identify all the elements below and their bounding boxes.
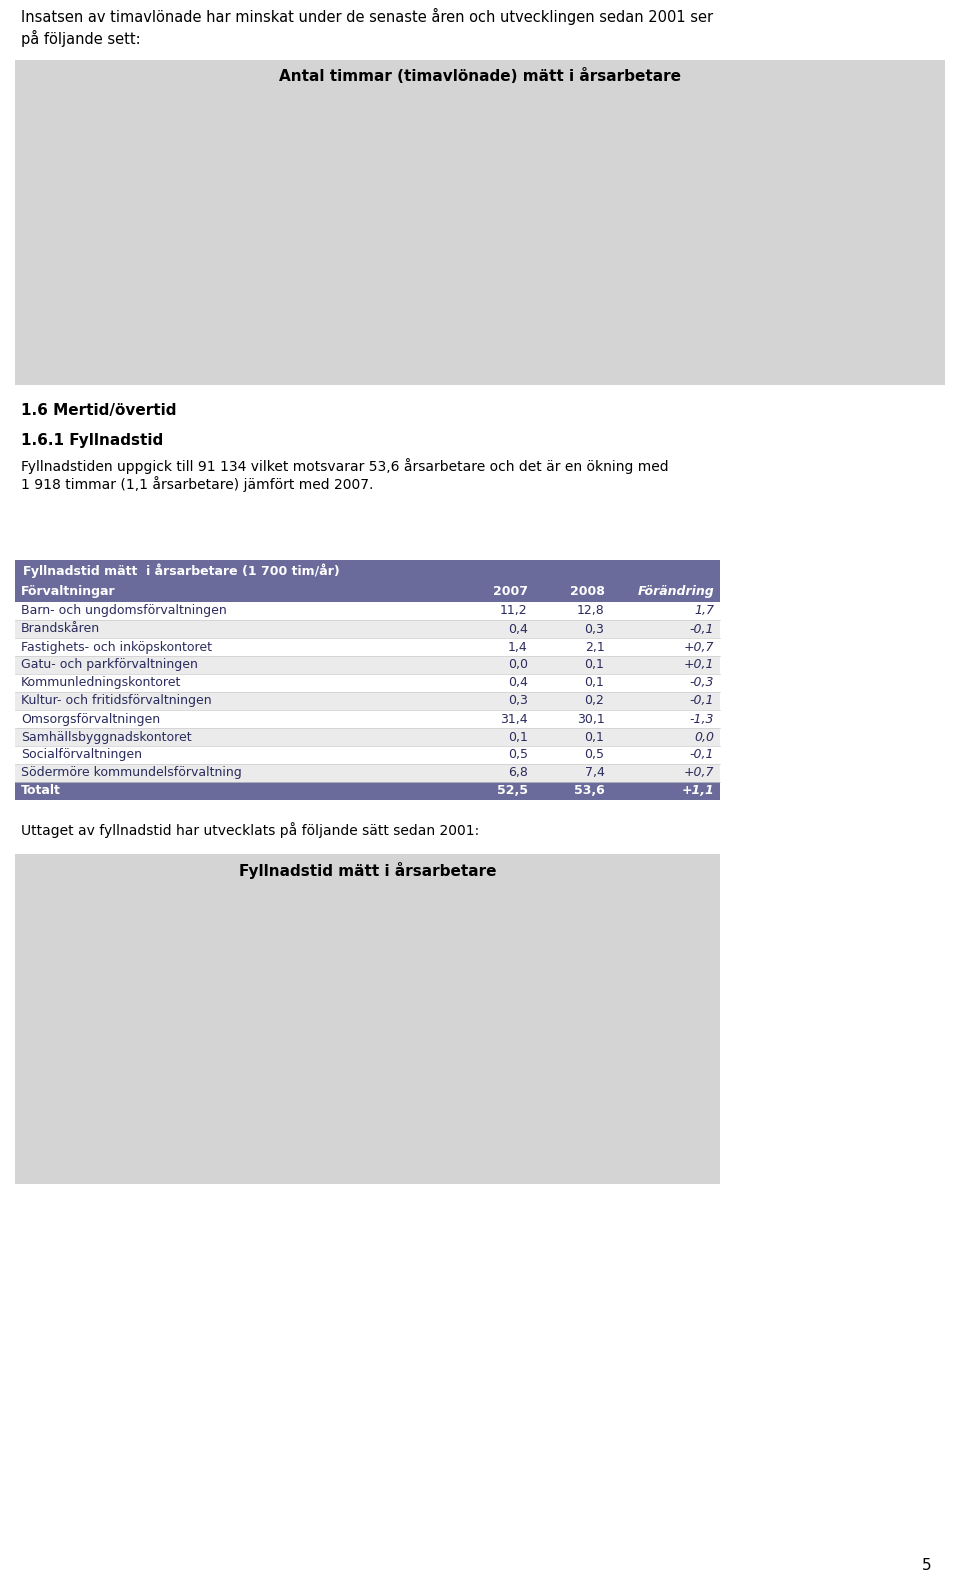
Text: +0,1: +0,1 <box>684 659 714 672</box>
Text: 52,5: 52,5 <box>576 970 602 982</box>
Text: 0,4: 0,4 <box>508 622 528 635</box>
Text: Brandskåren: Brandskåren <box>21 622 100 635</box>
Text: 416,6: 416,6 <box>644 132 678 145</box>
Text: 56,5: 56,5 <box>253 957 279 970</box>
Text: Fyllnadstiden uppgick till 91 134 vilket motsvarar 53,6 årsarbetare och det är e: Fyllnadstiden uppgick till 91 134 vilket… <box>21 458 669 474</box>
Text: 452,7: 452,7 <box>107 115 140 127</box>
Bar <box>645 981 694 1156</box>
Text: -1,3: -1,3 <box>689 713 714 726</box>
Text: 0,1: 0,1 <box>508 731 528 743</box>
Text: 1 918 timmar (1,1 årsarbetare) jämfört med 2007.: 1 918 timmar (1,1 årsarbetare) jämfört m… <box>21 476 373 492</box>
Bar <box>242 971 291 1156</box>
Text: 12,8: 12,8 <box>577 605 605 618</box>
Text: 1,7: 1,7 <box>694 605 714 618</box>
Text: 68,9: 68,9 <box>92 915 118 928</box>
Bar <box>323 971 372 1156</box>
Bar <box>306 159 371 355</box>
Text: Fyllnadstid mätt  i årsarbetare (1 700 tim/år): Fyllnadstid mätt i årsarbetare (1 700 ti… <box>23 564 340 578</box>
Bar <box>484 939 533 1156</box>
Text: Omsorgsförvaltningen: Omsorgsförvaltningen <box>21 713 160 726</box>
Text: 30,1: 30,1 <box>577 713 605 726</box>
Text: Förändring: Förändring <box>637 586 714 599</box>
Text: 6,8: 6,8 <box>508 766 528 780</box>
Text: Samhällsbyggnadskontoret: Samhällsbyggnadskontoret <box>21 731 191 743</box>
Text: 1,4: 1,4 <box>508 640 528 653</box>
Bar <box>629 146 693 355</box>
Text: 2008: 2008 <box>569 586 605 599</box>
Text: -0,1: -0,1 <box>689 694 714 707</box>
Text: -0,1: -0,1 <box>689 748 714 761</box>
Text: 52,5: 52,5 <box>496 785 528 798</box>
Text: 399,7: 399,7 <box>429 140 463 154</box>
Y-axis label: Årsarbetare: Årsarbetare <box>20 191 33 269</box>
Bar <box>403 938 452 1156</box>
Text: 0,1: 0,1 <box>585 731 605 743</box>
Text: 0,1: 0,1 <box>585 677 605 689</box>
Text: 1.6.1 Fyllnadstid: 1.6.1 Fyllnadstid <box>21 433 163 447</box>
Text: 415,9: 415,9 <box>537 132 570 145</box>
Bar <box>82 930 130 1156</box>
Bar <box>564 984 613 1156</box>
Text: Insatsen av timavlönade har minskat under de senaste åren och utvecklingen sedan: Insatsen av timavlönade har minskat unde… <box>21 8 713 25</box>
Text: Förvaltningar: Förvaltningar <box>21 586 115 599</box>
Text: +0,7: +0,7 <box>684 640 714 653</box>
Text: 0,5: 0,5 <box>508 748 528 761</box>
Text: 0,2: 0,2 <box>585 694 605 707</box>
Text: 0,5: 0,5 <box>585 748 605 761</box>
Text: 56,3: 56,3 <box>334 957 360 970</box>
Bar <box>199 140 263 355</box>
Text: 0,3: 0,3 <box>585 622 605 635</box>
Text: +1,1: +1,1 <box>682 785 714 798</box>
Text: 0,4: 0,4 <box>508 677 528 689</box>
Text: 66,5: 66,5 <box>415 923 441 936</box>
Text: 1.6 Mertid/övertid: 1.6 Mertid/övertid <box>21 403 177 419</box>
Text: 66,1: 66,1 <box>495 925 521 938</box>
Text: 0,0: 0,0 <box>508 659 528 672</box>
Text: 328,3: 328,3 <box>859 177 893 189</box>
Text: 390,8: 390,8 <box>322 145 355 158</box>
Text: Fastighets- och inköpskontoret: Fastighets- och inköpskontoret <box>21 640 212 653</box>
Text: 369,4: 369,4 <box>752 156 785 169</box>
Text: Kultur- och fritidsförvaltningen: Kultur- och fritidsförvaltningen <box>21 694 211 707</box>
Text: 5: 5 <box>922 1559 931 1573</box>
Text: 11,2: 11,2 <box>500 605 528 618</box>
Text: 31,4: 31,4 <box>500 713 528 726</box>
Text: Fyllnadstid mätt i årsarbetare: Fyllnadstid mätt i årsarbetare <box>239 861 496 879</box>
Text: Uttaget av fyllnadstid har utvecklats på följande sätt sedan 2001:: Uttaget av fyllnadstid har utvecklats på… <box>21 821 479 837</box>
Text: +0,7: +0,7 <box>684 766 714 780</box>
Bar <box>844 191 908 355</box>
Text: 7,4: 7,4 <box>585 766 605 780</box>
Text: Antal timmar (timavlönade) mätt i årsarbetare: Antal timmar (timavlönade) mätt i årsarb… <box>279 68 681 84</box>
Text: 2,1: 2,1 <box>585 640 605 653</box>
Text: -0,3: -0,3 <box>689 677 714 689</box>
Bar <box>521 146 586 355</box>
Text: 2007: 2007 <box>492 586 528 599</box>
Text: 0,1: 0,1 <box>585 659 605 672</box>
Text: -0,1: -0,1 <box>689 622 714 635</box>
Text: 0,0: 0,0 <box>694 731 714 743</box>
Text: Totalt: Totalt <box>21 785 60 798</box>
Text: Gatu- och parkförvaltningen: Gatu- och parkförvaltningen <box>21 659 198 672</box>
Text: 0,3: 0,3 <box>508 694 528 707</box>
Text: 64,3: 64,3 <box>173 931 199 944</box>
Bar <box>91 129 156 355</box>
Text: 430,1: 430,1 <box>214 126 248 139</box>
Text: Södermöre kommundelsförvaltning: Södermöre kommundelsförvaltning <box>21 766 242 780</box>
Text: Kommunledningskontoret: Kommunledningskontoret <box>21 677 181 689</box>
Bar <box>736 170 801 355</box>
Text: Barn- och ungdomsförvaltningen: Barn- och ungdomsförvaltningen <box>21 605 227 618</box>
Text: Socialförvaltningen: Socialförvaltningen <box>21 748 142 761</box>
Text: 53,6: 53,6 <box>574 785 605 798</box>
Text: 53,6: 53,6 <box>657 966 683 979</box>
Y-axis label: Årsarbetare: Årsarbetare <box>23 985 36 1065</box>
Bar <box>161 946 210 1156</box>
Text: på följande sett:: på följande sett: <box>21 30 141 48</box>
Bar <box>414 154 478 355</box>
